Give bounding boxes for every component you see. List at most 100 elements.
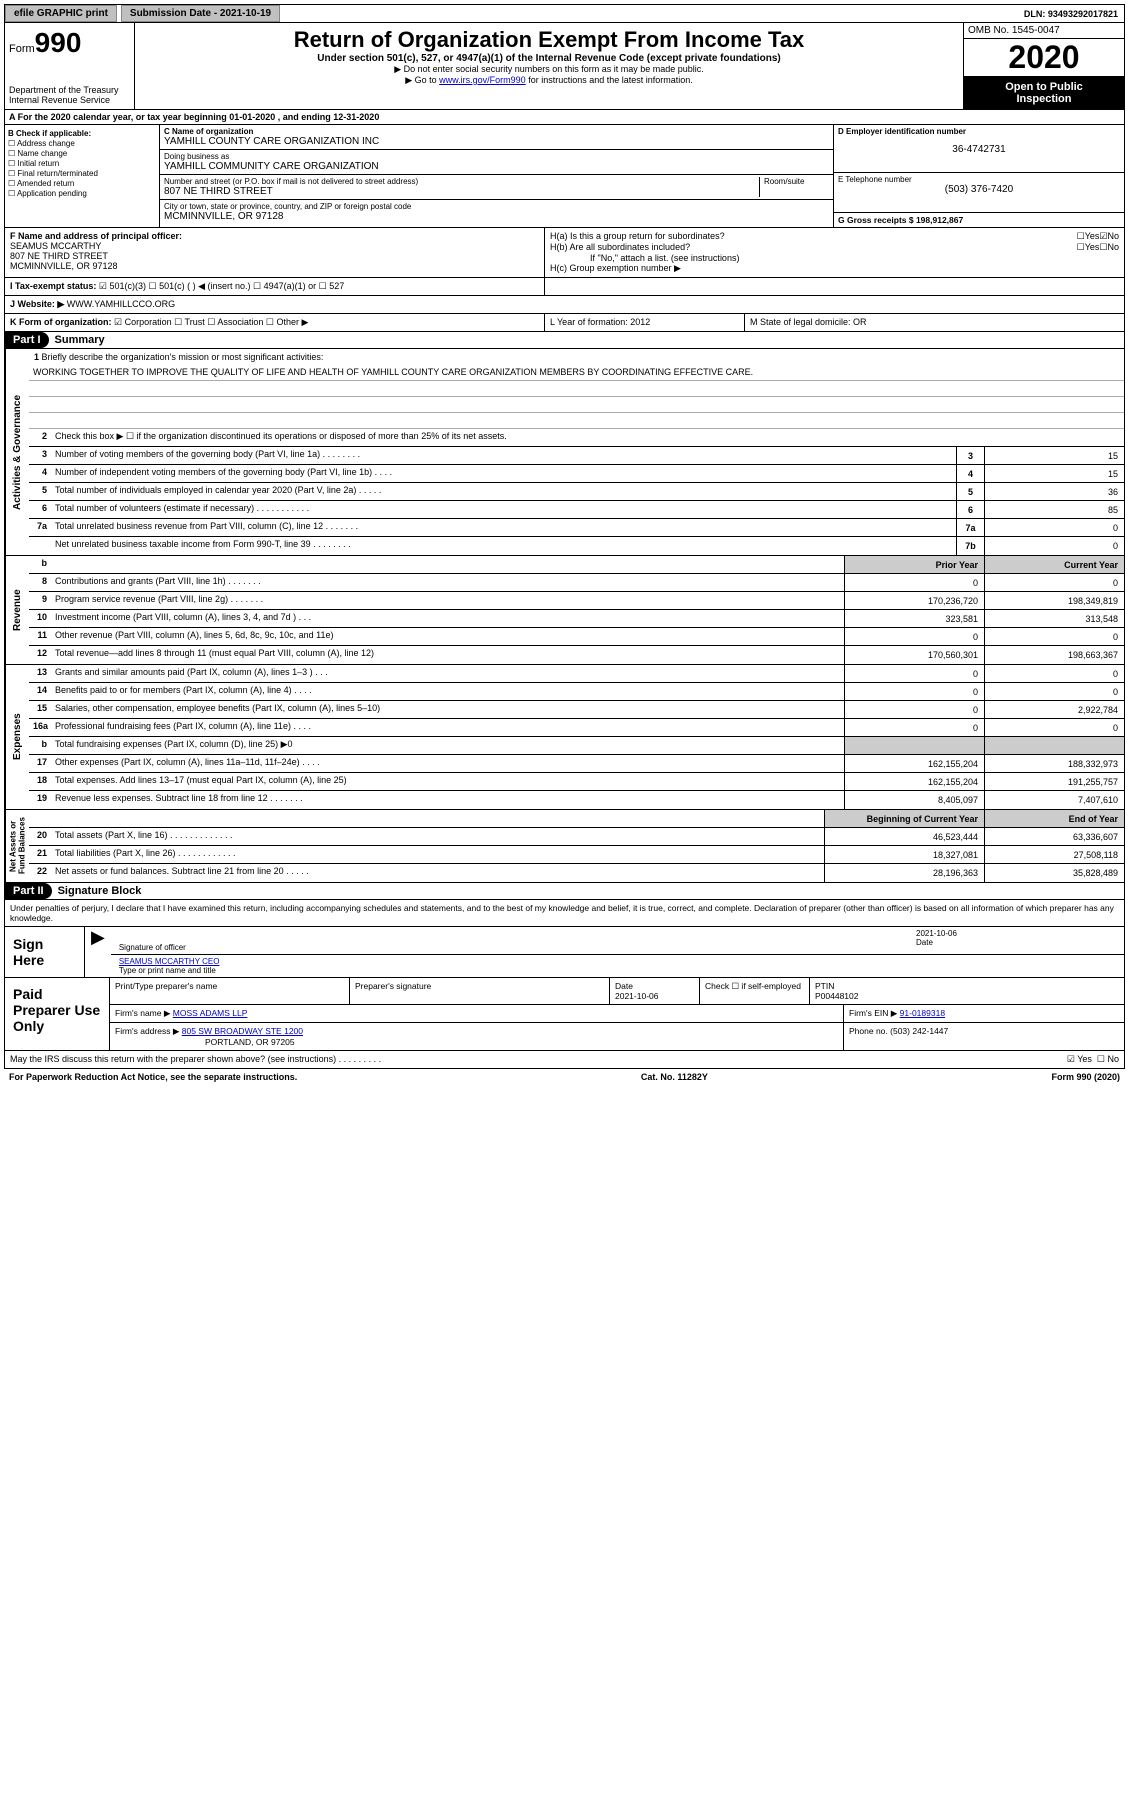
line-num: 14: [29, 683, 51, 700]
prep-self-emp[interactable]: Check ☐ if self-employed: [700, 978, 810, 1004]
line-box: 5: [956, 483, 984, 500]
hb-yes[interactable]: ☐Yes: [1077, 242, 1100, 253]
ha-no[interactable]: ☑No: [1099, 231, 1119, 242]
line-text: Total liabilities (Part X, line 26) . . …: [51, 846, 824, 863]
firm-addr1[interactable]: 805 SW BROADWAY STE 1200: [182, 1026, 303, 1036]
top-bar: efile GRAPHIC print Submission Date - 20…: [4, 4, 1125, 23]
part1-label: Part I: [5, 332, 49, 348]
line-num: 9: [29, 592, 51, 609]
begin-value: 18,327,081: [824, 846, 984, 863]
prior-value: 323,581: [844, 610, 984, 627]
paperwork-notice: For Paperwork Reduction Act Notice, see …: [9, 1072, 297, 1082]
prep-date: 2021-10-06: [615, 991, 658, 1001]
rev-side-label: Revenue: [5, 556, 29, 664]
state-domicile: M State of legal domicile: OR: [745, 314, 1124, 331]
current-value: 191,255,757: [984, 773, 1124, 790]
mission-num: 1: [34, 352, 39, 362]
tax-exempt-label: I Tax-exempt status:: [10, 281, 96, 291]
line-text: Professional fundraising fees (Part IX, …: [51, 719, 844, 736]
prep-date-hdr: Date: [615, 981, 633, 991]
line-num: 7a: [29, 519, 51, 536]
firm-phone-label: Phone no.: [849, 1026, 888, 1036]
ein-value: 36-4742731: [838, 144, 1120, 155]
cat-number: Cat. No. 11282Y: [641, 1072, 708, 1082]
line-text: Total unrelated business revenue from Pa…: [51, 519, 956, 536]
efile-button[interactable]: efile GRAPHIC print: [5, 5, 117, 22]
firm-name[interactable]: MOSS ADAMS LLP: [173, 1008, 248, 1018]
prior-value: 0: [844, 719, 984, 736]
form-header: Form990 Department of the Treasury Inter…: [4, 23, 1125, 110]
part2-title: Signature Block: [52, 883, 148, 899]
line2-text: Check this box ▶ ☐ if the organization d…: [51, 429, 1124, 446]
bottom-row: For Paperwork Reduction Act Notice, see …: [4, 1069, 1125, 1085]
mission-text: WORKING TOGETHER TO IMPROVE THE QUALITY …: [29, 365, 1124, 381]
addr-label: Number and street (or P.O. box if mail i…: [164, 177, 759, 186]
line-num: 17: [29, 755, 51, 772]
chk-501c3[interactable]: ☑ 501(c)(3): [99, 281, 146, 291]
line-num: 6: [29, 501, 51, 518]
chk-final[interactable]: ☐ Final return/terminated: [8, 169, 156, 178]
website-label: J Website: ▶: [10, 299, 64, 309]
year-formation: L Year of formation: 2012: [545, 314, 745, 331]
chk-other[interactable]: ☐ Other ▶: [266, 317, 309, 327]
chk-address[interactable]: ☐ Address change: [8, 139, 156, 148]
line-box: 6: [956, 501, 984, 518]
chk-527[interactable]: ☐ 527: [319, 281, 345, 291]
line-value: 36: [984, 483, 1124, 500]
col-b: B Check if applicable: ☐ Address change …: [5, 125, 160, 227]
prior-value: 170,560,301: [844, 646, 984, 664]
ha-yes[interactable]: ☐Yes: [1077, 231, 1100, 242]
line-box: 7a: [956, 519, 984, 536]
open-inspection: Open to Public Inspection: [964, 77, 1124, 109]
line-num: 3: [29, 447, 51, 464]
chk-assoc[interactable]: ☐ Association: [207, 317, 263, 327]
row-fh: F Name and address of principal officer:…: [4, 228, 1125, 278]
discuss-row: May the IRS discuss this return with the…: [4, 1051, 1125, 1069]
gov-side-label: Activities & Governance: [5, 349, 29, 555]
firm-addr2: PORTLAND, OR 97205: [205, 1037, 295, 1047]
discuss-no[interactable]: ☐ No: [1097, 1054, 1119, 1065]
line-num: 16a: [29, 719, 51, 736]
officer-name: SEAMUS MCCARTHY: [10, 241, 539, 251]
form-subtitle: Under section 501(c), 527, or 4947(a)(1)…: [139, 53, 959, 64]
current-year-hdr: Current Year: [984, 556, 1124, 573]
line-num: 21: [29, 846, 51, 863]
penalties-text: Under penalties of perjury, I declare th…: [4, 900, 1125, 927]
irs-link[interactable]: www.irs.gov/Form990: [439, 75, 526, 85]
dept-label: Department of the Treasury Internal Reve…: [9, 85, 130, 105]
hb-no[interactable]: ☐No: [1099, 242, 1119, 253]
hc-label: H(c) Group exemption number ▶: [550, 263, 1119, 274]
mission-blank1: [29, 381, 1124, 397]
chk-name[interactable]: ☐ Name change: [8, 149, 156, 158]
prior-value: 0: [844, 683, 984, 700]
line-value: 0: [984, 537, 1124, 555]
chk-4947[interactable]: ☐ 4947(a)(1) or: [253, 281, 316, 291]
chk-amended[interactable]: ☐ Amended return: [8, 179, 156, 188]
chk-corp[interactable]: ☑ Corporation: [114, 317, 172, 327]
chk-trust[interactable]: ☐ Trust: [174, 317, 205, 327]
line-num: 12: [29, 646, 51, 664]
officer-addr2: MCMINNVILLE, OR 97128: [10, 261, 539, 271]
row-klm: K Form of organization: ☑ Corporation ☐ …: [4, 314, 1125, 332]
chk-initial[interactable]: ☐ Initial return: [8, 159, 156, 168]
line-text: Revenue less expenses. Subtract line 18 …: [51, 791, 844, 809]
discuss-yes[interactable]: ☑ Yes: [1067, 1054, 1092, 1065]
end-year-hdr: End of Year: [984, 810, 1124, 827]
city-state-zip: MCMINNVILLE, OR 97128: [164, 211, 829, 222]
prep-sig-hdr: Preparer's signature: [350, 978, 610, 1004]
form-org-label: K Form of organization:: [10, 317, 112, 327]
prior-value: 162,155,204: [844, 773, 984, 790]
prior-value: [844, 737, 984, 754]
line-text: Total number of individuals employed in …: [51, 483, 956, 500]
line-text: Contributions and grants (Part VIII, lin…: [51, 574, 844, 591]
officer-signed-name[interactable]: SEAMUS MCCARTHY CEO: [119, 957, 220, 966]
chk-501c[interactable]: ☐ 501(c) ( ) ◀ (insert no.): [148, 281, 250, 291]
chk-pending[interactable]: ☐ Application pending: [8, 189, 156, 198]
tax-year: 2020: [964, 39, 1124, 77]
firm-ein[interactable]: 91-0189318: [900, 1008, 945, 1018]
preparer-block: Paid Preparer Use Only Print/Type prepar…: [4, 978, 1125, 1051]
end-value: 35,828,489: [984, 864, 1124, 882]
line-text: Other revenue (Part VIII, column (A), li…: [51, 628, 844, 645]
line-text: Other expenses (Part IX, column (A), lin…: [51, 755, 844, 772]
line-num: [29, 537, 51, 555]
